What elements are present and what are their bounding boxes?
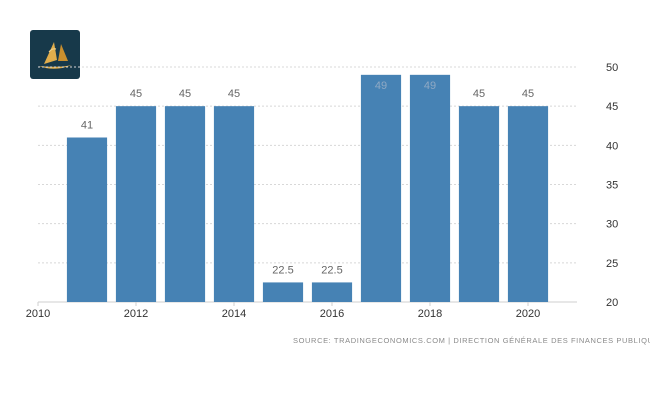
y-tick-label-50: 50 xyxy=(606,62,618,74)
data-label-2015: 22.5 xyxy=(272,264,293,276)
data-label-2019: 45 xyxy=(473,88,485,100)
bar-2016 xyxy=(311,282,353,302)
data-labels: 41 45 45 45 22.5 22.5 49 49 45 45 xyxy=(81,80,534,277)
bar-2013 xyxy=(164,106,206,303)
bar-2018 xyxy=(409,74,451,302)
x-tick-label-2010: 2010 xyxy=(26,308,50,320)
bar-2020 xyxy=(507,106,549,303)
data-label-2017: 49 xyxy=(375,80,387,92)
x-tick-label-2016: 2016 xyxy=(320,308,344,320)
source-note: SOURCE: TRADINGECONOMICS.COM | DIRECTION… xyxy=(293,336,650,345)
x-tick-label-2018: 2018 xyxy=(418,308,442,320)
bar-2011 xyxy=(66,137,108,302)
bar-2015 xyxy=(262,282,304,302)
y-tick-label-45: 45 xyxy=(606,101,618,113)
brand-logo xyxy=(30,30,80,79)
y-axis: 50 45 40 35 30 25 20 xyxy=(606,62,618,309)
bar-2012 xyxy=(115,106,157,303)
bar-2017 xyxy=(360,74,402,302)
data-label-2013: 45 xyxy=(179,88,191,100)
x-axis: 2010 2012 2014 2016 2018 2020 xyxy=(26,302,540,320)
sailboat-logo-icon xyxy=(39,42,72,69)
y-tick-label-25: 25 xyxy=(606,258,618,270)
bar-2014 xyxy=(213,106,255,303)
data-label-2020: 45 xyxy=(522,88,534,100)
data-label-2011: 41 xyxy=(81,120,93,132)
data-label-2014: 45 xyxy=(228,88,240,100)
data-label-2018: 49 xyxy=(424,80,436,92)
y-tick-label-40: 40 xyxy=(606,140,618,152)
y-tick-label-30: 30 xyxy=(606,219,618,231)
data-label-2012: 45 xyxy=(130,88,142,100)
data-label-2016: 22.5 xyxy=(321,264,342,276)
y-tick-label-35: 35 xyxy=(606,180,618,192)
y-tick-label-20: 20 xyxy=(606,297,618,309)
bar-2019 xyxy=(458,106,500,303)
bars xyxy=(66,74,549,303)
x-tick-label-2014: 2014 xyxy=(222,308,246,320)
x-tick-label-2012: 2012 xyxy=(124,308,148,320)
x-tick-label-2020: 2020 xyxy=(516,308,540,320)
